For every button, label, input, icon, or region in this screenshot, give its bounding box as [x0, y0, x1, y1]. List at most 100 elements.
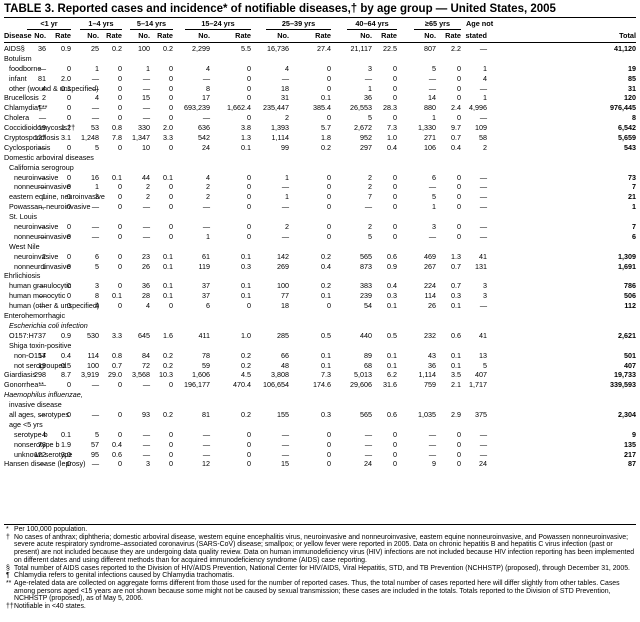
data-cell: 0	[457, 429, 461, 439]
data-cell: 4	[42, 83, 46, 93]
data-cell: 41	[479, 251, 487, 261]
data-cell: 2.4	[451, 103, 461, 113]
data-cell: 0.7	[451, 281, 461, 291]
table-row: California serogroup	[0, 163, 640, 173]
data-cell: 3	[95, 281, 99, 291]
disease-label: nonneuroinvasive	[14, 231, 71, 241]
data-cell: 3.0	[61, 449, 71, 459]
data-cell: 1.3	[451, 251, 461, 261]
data-cell: 0.3	[387, 291, 397, 301]
data-cell: —	[479, 83, 487, 93]
data-cell: 0.1	[61, 83, 71, 93]
data-cell: 0	[247, 113, 251, 123]
data-cell: 4,996	[469, 103, 487, 113]
disease-label: Powassan, neuroinvasive	[9, 202, 91, 212]
data-cell: 109	[475, 123, 487, 133]
data-cell: 0	[247, 449, 251, 459]
data-cell: 0.9	[387, 261, 397, 271]
data-cell: 5	[483, 360, 487, 370]
data-cell: 0.4	[112, 439, 122, 449]
data-cell: 122	[34, 449, 46, 459]
data-cell: 48	[281, 360, 289, 370]
data-cell: 636	[198, 123, 210, 133]
data-cell: 25	[91, 44, 99, 53]
data-cell: 0	[169, 83, 173, 93]
table-row: neuroinvasive 2 0 6 0 23 0.1 61 0.1 142 0.2 565 0.6 4…	[0, 252, 640, 262]
data-cell: 3	[146, 459, 150, 469]
data-cell: 0	[169, 103, 173, 113]
disease-label: West Nile	[9, 241, 40, 251]
data-cell: 81	[202, 409, 210, 419]
footnote-text: Notifiable in <40 states.	[14, 603, 86, 611]
table-row: neuroinvasive —0 16 0.1 44 0.1 4 0 1 0 2 0 6 0—73	[0, 173, 640, 183]
data-cell: 0	[67, 113, 71, 123]
data-cell: 0	[118, 459, 122, 469]
data-cell: 0.1	[321, 360, 331, 370]
disease-label: nonserotype b	[14, 439, 60, 449]
data-cell: 0.1	[241, 142, 251, 152]
data-cell: 2.2	[451, 44, 461, 53]
disease-label: neuroinvasive	[14, 172, 59, 182]
data-cell: 1,330	[418, 123, 436, 133]
data-cell: 0.1	[163, 261, 173, 271]
data-cell: 3	[368, 63, 372, 73]
data-cell: 2.1	[451, 380, 461, 390]
data-cell: —	[479, 449, 487, 459]
data-cell: 37	[38, 330, 46, 340]
data-cell: —	[38, 380, 46, 390]
data-cell: 0	[169, 231, 173, 241]
disease-label: California serogroup	[9, 162, 74, 172]
total-cell: 506	[624, 291, 636, 301]
data-cell: 0	[247, 222, 251, 232]
data-cell: 0.4	[387, 142, 397, 152]
data-cell: —	[428, 73, 436, 83]
disease-label: human (other & unspecified)	[9, 301, 100, 311]
data-cell: 0.7	[112, 360, 122, 370]
data-cell: 0	[327, 83, 331, 93]
data-cell: 0	[247, 83, 251, 93]
data-cell: 2	[368, 172, 372, 182]
disease-label: Ehrlichiosis	[4, 271, 41, 281]
table-row: Shiga toxin-positive	[0, 341, 640, 351]
data-cell: 81	[38, 73, 46, 83]
data-cell: 4	[95, 93, 99, 103]
data-cell: —	[202, 439, 210, 449]
total-cell: 7	[632, 182, 636, 192]
age-group-rule	[266, 29, 331, 30]
data-cell: 24	[202, 142, 210, 152]
data-cell: —	[364, 439, 372, 449]
table-row: Cholera — 0 — 0 — 0 — 0 2 0 5 0 1 0 — 8	[0, 113, 640, 123]
data-cell: 0	[118, 73, 122, 83]
total-cell: 6	[632, 231, 636, 241]
number-column-header: No.	[138, 31, 150, 40]
data-cell: 0.2	[241, 409, 251, 419]
data-cell: 100	[87, 360, 99, 370]
data-cell: 100	[277, 281, 289, 291]
table-row: Escherichia coli infection	[0, 321, 640, 331]
footnote: †† Notifiable in <40 states.	[4, 603, 636, 611]
data-cell: 1	[368, 83, 372, 93]
footnote-text: Chlamydia refers to genital infections c…	[14, 572, 235, 580]
data-cell: —	[479, 231, 487, 241]
data-cell: 2	[206, 182, 210, 192]
data-cell: 645	[138, 330, 150, 340]
age-not-stated-column-header: stated	[465, 31, 488, 40]
data-cell: 1	[285, 192, 289, 202]
data-cell: 0.1	[321, 93, 331, 103]
data-cell: 0	[247, 231, 251, 241]
data-cell: 0	[327, 113, 331, 123]
data-cell: 2.0	[61, 73, 71, 83]
data-cell: 5	[95, 429, 99, 439]
data-cell: 0	[393, 73, 397, 83]
disease-label: Haemophilus influenzae,	[4, 390, 83, 400]
data-cell: 6	[95, 251, 99, 261]
table-row: Brucellosis 2 0 4 0 15 0 17 0 31 0.1 36 0 14 0 1 120	[0, 93, 640, 103]
data-cell: 0.6	[387, 409, 397, 419]
data-cell: —	[479, 113, 487, 123]
data-cell: 470.4	[233, 380, 251, 390]
total-cell: 73	[628, 172, 636, 182]
data-cell: 15	[142, 93, 150, 103]
disease-label: Chlamydia¶**	[4, 103, 48, 113]
data-cell: 0.4	[61, 350, 71, 360]
data-cell: 196,177	[184, 380, 210, 390]
